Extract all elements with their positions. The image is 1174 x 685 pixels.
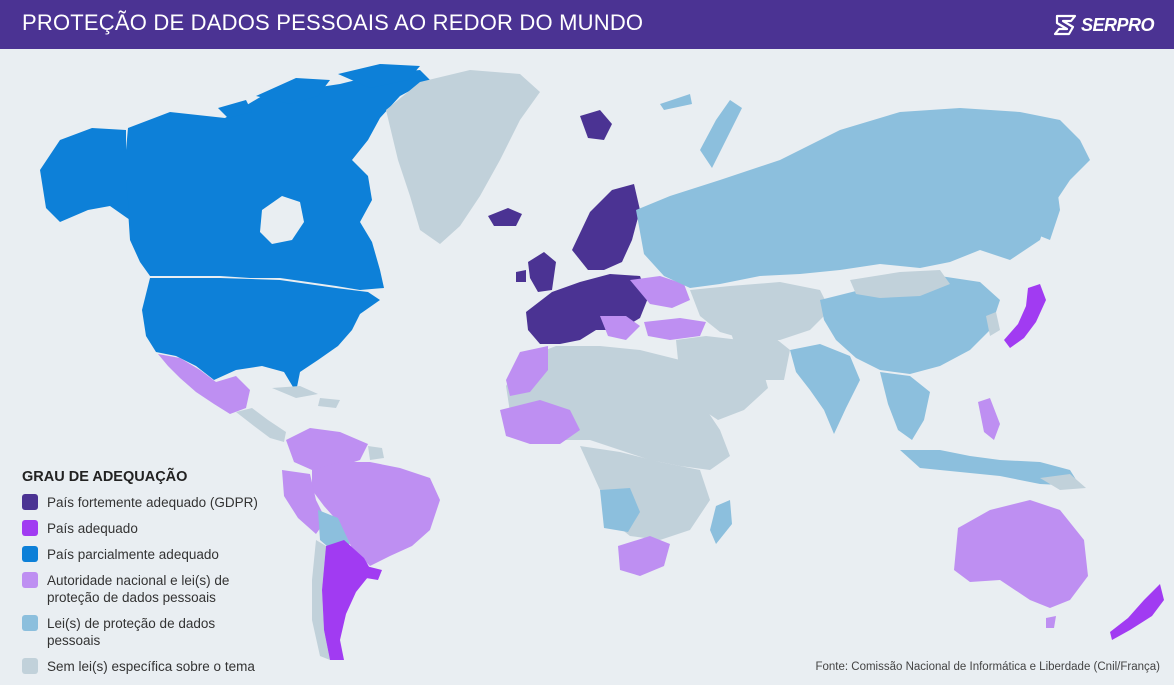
region-philippines [978, 398, 1000, 440]
legend-label: País parcialmente adequado [47, 547, 219, 562]
region-peru [282, 470, 326, 534]
serpro-logo-icon [1053, 14, 1077, 36]
region-chile [312, 540, 330, 660]
region-novaya-zemlya [660, 94, 742, 168]
region-guianas [368, 446, 384, 460]
region-russia [636, 108, 1090, 288]
page-title: PROTEÇÃO DE DADOS PESSOAIS AO REDOR DO M… [22, 10, 644, 35]
region-angola [600, 488, 640, 532]
region-canada [124, 70, 430, 290]
region-greenland [386, 70, 540, 244]
region-central-america [236, 408, 286, 442]
legend-title: GRAU DE ADEQUAÇÃO [22, 469, 188, 485]
legend-swatch [22, 615, 38, 631]
legend-item-adequate: País adequado [22, 520, 302, 537]
legend-swatch [22, 494, 38, 510]
region-argentina [322, 540, 372, 660]
region-india [790, 344, 860, 434]
region-brazil [312, 462, 440, 566]
region-madagascar [710, 500, 732, 544]
region-southeast-asia [880, 372, 930, 440]
region-kamchatka [1040, 180, 1060, 240]
region-new-zealand [1110, 584, 1164, 640]
legend-swatch [22, 546, 38, 562]
world-map [40, 64, 1164, 660]
region-japan [1004, 284, 1046, 348]
legend-label: País fortemente adequado (GDPR) [47, 495, 258, 510]
logo-text: SERPRO [1080, 14, 1155, 35]
legend: GRAU DE ADEQUAÇÃO País fortemente adequa… [22, 469, 302, 684]
region-mongolia [850, 270, 950, 298]
legend-label: País adequado [47, 521, 138, 536]
region-iceland [488, 208, 522, 226]
serpro-logo: SERPRO [1053, 11, 1155, 39]
region-china [820, 276, 1000, 374]
region-scandinavia [572, 184, 640, 270]
region-alaska [40, 128, 130, 222]
legend-item-authority-law: Autoridade nacional e lei(s) de proteção… [22, 572, 302, 606]
region-hudson-bay [260, 196, 304, 244]
region-eastern-europe [630, 276, 690, 308]
legend-item-law-only: Lei(s) de proteção de dados pessoais [22, 615, 302, 649]
region-australia [954, 500, 1088, 608]
region-west-africa [500, 400, 580, 444]
region-turkey [644, 318, 706, 340]
legend-item-gdpr: País fortemente adequado (GDPR) [22, 494, 302, 511]
legend-item-no-law: Sem lei(s) específica sobre o tema [22, 658, 302, 675]
region-central-asia [690, 282, 830, 340]
region-papua [1040, 474, 1086, 490]
legend-label: Autoridade nacional e lei(s) de proteção… [47, 573, 230, 605]
region-usa [142, 278, 380, 392]
region-morocco [506, 346, 548, 396]
legend-swatch [22, 658, 38, 674]
region-uk-ireland [516, 252, 556, 292]
legend-label: Sem lei(s) específica sobre o tema [47, 659, 255, 674]
region-indonesia [900, 450, 1080, 486]
region-caribbean [272, 386, 340, 408]
legend-item-partial: País parcialmente adequado [22, 546, 302, 563]
region-colombia-venezuela [286, 428, 368, 470]
region-svalbard [580, 110, 612, 140]
source-note: Fonte: Comissão Nacional de Informática … [815, 661, 1160, 673]
region-mexico [158, 354, 250, 414]
legend-swatch [22, 520, 38, 536]
region-tasmania [1046, 616, 1056, 628]
region-uruguay [366, 566, 382, 580]
region-arctic-islands [218, 64, 420, 118]
legend-label: Lei(s) de proteção de dados pessoais [47, 616, 216, 648]
region-iran [730, 330, 790, 380]
region-balkans [600, 316, 640, 340]
region-korea [986, 312, 1000, 336]
region-south-africa [618, 536, 670, 576]
header-bar: PROTEÇÃO DE DADOS PESSOAIS AO REDOR DO M… [0, 0, 1174, 49]
legend-swatch [22, 572, 38, 588]
